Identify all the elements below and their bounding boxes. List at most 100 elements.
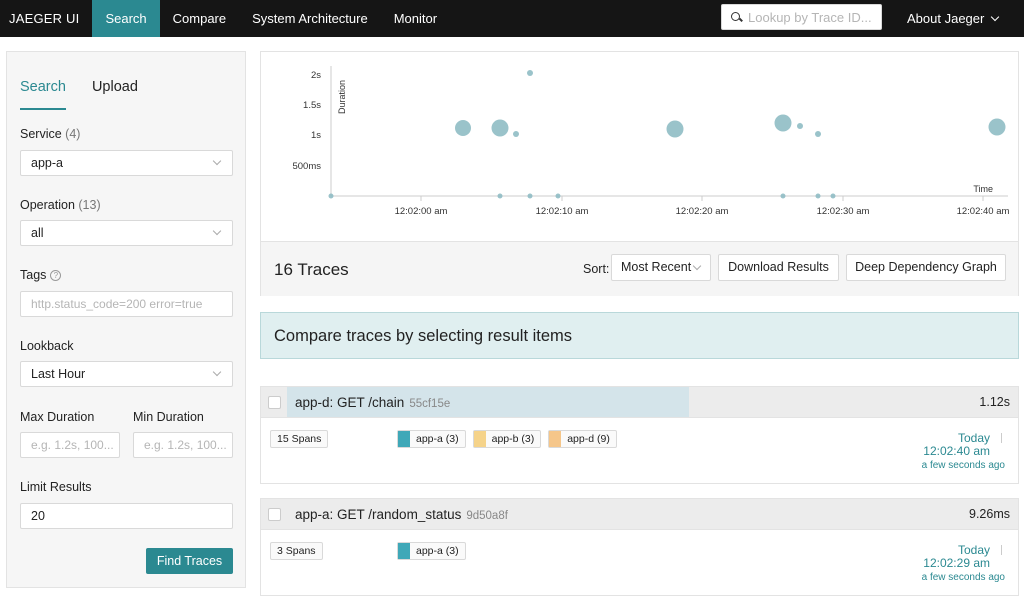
trace-point (830, 193, 836, 199)
trace-id: 9d50a8f (466, 510, 508, 522)
help-icon[interactable]: ? (50, 270, 62, 281)
trace-title[interactable]: app-d: GET /chain 55cf15e (295, 395, 450, 410)
trace-day: Today (957, 543, 990, 557)
limit-results-label: Limit Results (20, 480, 92, 494)
service-select[interactable]: app-a (20, 150, 233, 176)
x-tick-label: 12:02:40 am (957, 206, 1010, 217)
nav-search[interactable]: Search (92, 0, 160, 37)
trace-day: Today (957, 431, 990, 445)
find-traces-button[interactable]: Find Traces (146, 548, 233, 574)
tags-label-text: Tags (20, 268, 47, 282)
service-tags: app-a (3) app-b (3) app-d (9) (397, 430, 624, 448)
trace-point (774, 114, 792, 132)
compare-banner-text: Compare traces by selecting result items (274, 327, 573, 345)
trace-card-header[interactable]: app-d: GET /chain 55cf15e 1.12s (261, 387, 1018, 418)
x-tick-label: 12:02:00 am (395, 206, 448, 217)
brand-logo[interactable]: JAEGER UI (9, 11, 80, 26)
trace-point (527, 70, 533, 76)
trace-point (491, 119, 509, 137)
sort-value: Most Recent (621, 260, 692, 274)
tags-placeholder: http.status_code=200 error=true (31, 297, 203, 311)
trace-card[interactable]: app-a: GET /random_status 9d50a8f 9.26ms … (260, 498, 1019, 596)
tab-search[interactable]: Search (20, 79, 66, 110)
lookback-value: Last Hour (31, 367, 86, 381)
trace-lookup[interactable] (721, 4, 882, 30)
trace-point (666, 120, 684, 138)
trace-relative-time: a few seconds ago (921, 572, 1005, 583)
trace-point (780, 193, 786, 199)
trace-relative-time: a few seconds ago (921, 460, 1005, 471)
y-tick-label: 2s (311, 70, 321, 81)
service-value: app-a (31, 156, 63, 170)
search-tabs: Search Upload (20, 79, 164, 110)
nav-compare[interactable]: Compare (172, 11, 227, 26)
nav-system-architecture[interactable]: System Architecture (252, 11, 368, 26)
download-results-button[interactable]: Download Results (718, 254, 839, 281)
x-tick-label: 12:02:20 am (676, 206, 729, 217)
service-tag-label: app-d (9) (567, 433, 610, 445)
chevron-down-icon (212, 156, 222, 166)
y-tick-label: 1s (311, 130, 321, 141)
trace-id: 55cf15e (409, 398, 451, 410)
trace-point (513, 131, 519, 137)
service-color-swatch (473, 431, 486, 447)
date-separator (1001, 545, 1002, 555)
trace-card[interactable]: app-d: GET /chain 55cf15e 1.12s 15 Spans … (260, 386, 1019, 484)
trace-point (815, 193, 821, 199)
max-duration-label: Max Duration (20, 410, 95, 424)
sort-label: Sort: (583, 262, 610, 276)
about-menu[interactable]: About Jaeger (907, 0, 1000, 37)
max-duration-placeholder: e.g. 1.2s, 100... (31, 438, 114, 452)
top-nav: JAEGER UI Search Compare System Architec… (0, 0, 1024, 37)
spans-badge: 15 Spans (270, 430, 329, 448)
date-separator (1001, 433, 1002, 443)
min-duration-input[interactable]: e.g. 1.2s, 100... (133, 432, 233, 458)
trace-point (988, 118, 1006, 136)
about-label: About Jaeger (907, 11, 985, 26)
service-tag: app-b (3) (472, 430, 542, 448)
trace-id-input[interactable] (748, 9, 878, 25)
trace-title[interactable]: app-a: GET /random_status 9d50a8f (295, 507, 508, 522)
scatter-plot-panel: 2s 1.5s 1s 500ms Duration Time 12:02:00 am 12:0… (260, 51, 1019, 296)
trace-card-header[interactable]: app-a: GET /random_status 9d50a8f 9.26ms (261, 499, 1018, 530)
operation-count: (13) (78, 198, 101, 212)
tab-upload[interactable]: Upload (91, 79, 138, 95)
x-axis-title: Time (973, 184, 993, 194)
compare-checkbox[interactable] (268, 508, 281, 521)
lookback-select[interactable]: Last Hour (20, 361, 233, 387)
limit-results-input[interactable]: 20 (20, 503, 233, 529)
service-tag: app-d (9) (548, 430, 617, 448)
spans-badge: 3 Spans (270, 542, 323, 560)
service-tags: app-a (3) (397, 542, 473, 560)
service-tag-label: app-a (3) (416, 433, 459, 445)
nav-monitor[interactable]: Monitor (393, 11, 438, 26)
deep-dependency-graph-button[interactable]: Deep Dependency Graph (846, 254, 1006, 281)
chevron-down-icon (692, 261, 702, 271)
service-count: (4) (65, 127, 81, 141)
y-tick-label: 1.5s (303, 100, 321, 111)
tags-label: Tags? (20, 268, 62, 282)
search-icon (731, 11, 742, 23)
operation-select[interactable]: all (20, 220, 233, 246)
max-duration-input[interactable]: e.g. 1.2s, 100... (20, 432, 120, 458)
operation-label: Operation (13) (20, 198, 101, 212)
service-tag-label: app-a (3) (416, 545, 459, 557)
compare-checkbox[interactable] (268, 396, 281, 409)
sort-select[interactable]: Most Recent (611, 254, 711, 281)
service-color-swatch (398, 431, 410, 447)
y-tick-label: 500ms (292, 161, 321, 172)
trace-duration: 1.12s (979, 395, 1010, 409)
tags-input[interactable]: http.status_code=200 error=true (20, 291, 233, 317)
trace-point (455, 120, 471, 136)
service-label: Service (4) (20, 127, 80, 141)
limit-results-value: 20 (31, 509, 45, 523)
trace-duration: 9.26ms (969, 507, 1010, 521)
y-axis-title: Duration (337, 80, 347, 114)
operation-value: all (31, 226, 44, 240)
trace-time: 12:02:40 am (923, 444, 990, 458)
trace-title-text: app-d: GET /chain (295, 395, 405, 410)
min-duration-label: Min Duration (133, 410, 204, 424)
results-header: 16 Traces Sort: Most Recent Download Res… (261, 241, 1018, 296)
service-tag: app-a (3) (397, 542, 466, 560)
trace-point (797, 123, 803, 129)
